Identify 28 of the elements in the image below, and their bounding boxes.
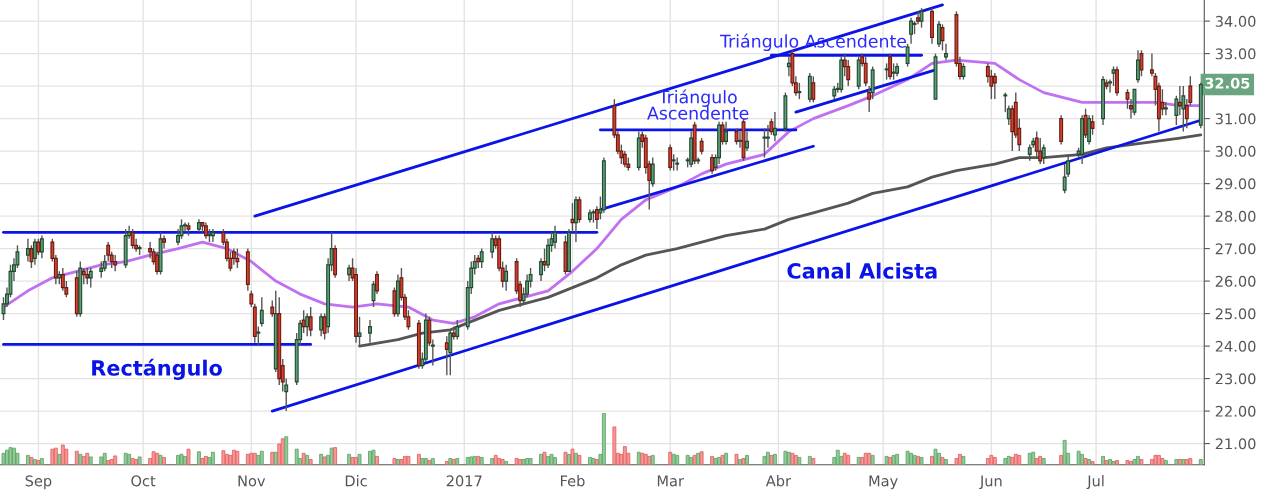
x-tick-label: 2017 [446,475,482,487]
y-tick-label: 34.00 [1215,15,1256,27]
annotation: 32.05 [1205,77,1250,89]
y-tick-label: 24.00 [1215,340,1256,352]
y-tick-label: 28.00 [1215,210,1256,222]
x-tick-label: Oct [131,475,156,487]
x-tick-label: Jun [979,475,1002,490]
x-tick-label: Nov [238,475,266,487]
y-tick-label: 26.00 [1215,275,1256,287]
y-tick-label: 33.00 [1215,48,1256,60]
annotation: Triángulo Ascendente [647,89,749,120]
annotation: Rectángulo [92,358,222,381]
y-tick-label: 29.00 [1215,178,1256,190]
y-tick-label: 30.00 [1215,145,1256,157]
x-tick-label: Dic [345,475,367,487]
x-tick-label: Abr [765,475,792,487]
x-tick-label: Jul [1086,475,1104,490]
x-tick-label: Feb [560,475,585,487]
x-tick-label: May [869,475,898,490]
annotation: Canal Alcista [787,262,937,279]
y-tick-label: 21.00 [1215,438,1256,450]
x-tick-label: Mar [657,475,684,487]
y-tick-label: 27.00 [1215,243,1256,255]
y-tick-label: 25.00 [1215,308,1256,320]
y-tick-label: 31.00 [1215,113,1256,125]
y-tick-label: 22.00 [1215,405,1256,417]
y-tick-label: 23.00 [1215,373,1256,385]
x-tick-label: Sep [25,475,52,490]
